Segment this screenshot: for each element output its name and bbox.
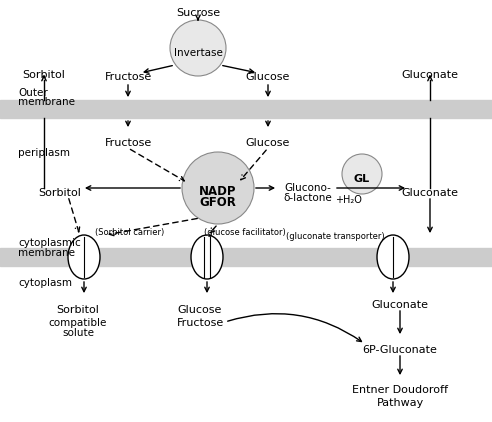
Ellipse shape [68, 235, 100, 279]
Text: Pathway: Pathway [376, 398, 424, 408]
Text: Glucose: Glucose [246, 72, 290, 82]
Text: Entner Doudoroff: Entner Doudoroff [352, 385, 448, 395]
Text: Glucose: Glucose [246, 138, 290, 148]
Text: (Sorbitol carrier): (Sorbitol carrier) [95, 228, 165, 237]
Bar [0, 100, 492, 118]
Text: Fructose: Fructose [104, 138, 152, 148]
Text: (gluconate transporter): (gluconate transporter) [286, 232, 384, 241]
Text: membrane: membrane [18, 248, 75, 258]
Text: Gluconate: Gluconate [401, 70, 459, 80]
Text: Sucrose: Sucrose [176, 8, 220, 18]
Text: Invertase: Invertase [174, 48, 222, 58]
Text: Sorbitol: Sorbitol [38, 188, 82, 198]
Text: GFOR: GFOR [200, 196, 237, 209]
Text: Fructose: Fructose [104, 72, 152, 82]
Circle shape [182, 152, 254, 224]
Text: periplasm: periplasm [18, 148, 70, 158]
Text: 6P-Gluconate: 6P-Gluconate [363, 345, 437, 355]
Text: Fructose: Fructose [176, 318, 224, 328]
Text: δ-lactone: δ-lactone [283, 193, 333, 203]
Bar [0, 248, 492, 266]
Text: cytoplasmic: cytoplasmic [18, 238, 81, 248]
Text: cytoplasm: cytoplasm [18, 278, 72, 288]
Text: GL: GL [354, 174, 370, 184]
Text: NADP: NADP [199, 185, 237, 198]
Text: Glucono-: Glucono- [284, 183, 332, 193]
Text: +H₂O: +H₂O [335, 195, 362, 205]
Text: Glucose: Glucose [178, 305, 222, 315]
Ellipse shape [377, 235, 409, 279]
Circle shape [342, 154, 382, 194]
Text: Gluconate: Gluconate [401, 188, 459, 198]
Text: (glucose facilitator): (glucose facilitator) [204, 228, 286, 237]
Text: solute: solute [62, 328, 94, 338]
Text: compatible: compatible [49, 318, 107, 328]
Text: Outer: Outer [18, 88, 48, 98]
Text: Sorbitol: Sorbitol [23, 70, 65, 80]
Ellipse shape [191, 235, 223, 279]
Text: membrane: membrane [18, 97, 75, 107]
Text: Sorbitol: Sorbitol [57, 305, 99, 315]
Circle shape [170, 20, 226, 76]
Text: Gluconate: Gluconate [371, 300, 429, 310]
